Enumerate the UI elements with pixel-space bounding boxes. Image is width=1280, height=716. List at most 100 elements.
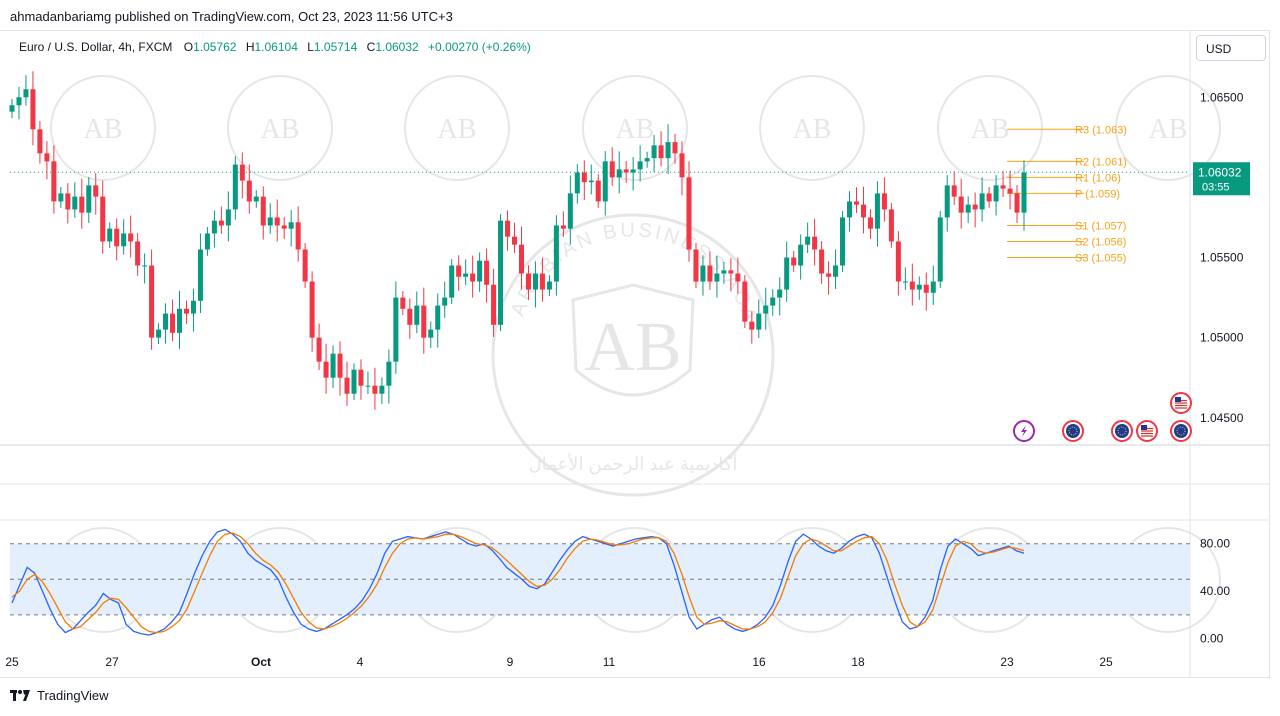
- candle-body[interactable]: [128, 233, 134, 242]
- candle-body[interactable]: [798, 244, 804, 266]
- candle-body[interactable]: [365, 385, 371, 387]
- candle-body[interactable]: [958, 196, 964, 213]
- candle-body[interactable]: [930, 281, 936, 293]
- candle-body[interactable]: [16, 97, 22, 106]
- candle-body[interactable]: [400, 297, 406, 309]
- candle-body[interactable]: [567, 193, 573, 229]
- candle-body[interactable]: [58, 193, 64, 202]
- candle-body[interactable]: [232, 164, 238, 210]
- candle-body[interactable]: [393, 297, 399, 362]
- candle-body[interactable]: [553, 225, 559, 282]
- candle-body[interactable]: [163, 313, 169, 330]
- candle-body[interactable]: [246, 180, 252, 202]
- candle-body[interactable]: [114, 228, 120, 247]
- candle-body[interactable]: [491, 284, 497, 325]
- candle-body[interactable]: [867, 217, 873, 229]
- candle-body[interactable]: [784, 257, 790, 290]
- candle-body[interactable]: [309, 281, 315, 338]
- candle-body[interactable]: [477, 260, 483, 282]
- candle-body[interactable]: [749, 321, 755, 330]
- candle-body[interactable]: [449, 265, 455, 298]
- candle-body[interactable]: [1014, 193, 1020, 213]
- candle-body[interactable]: [735, 273, 741, 282]
- candle-body[interactable]: [686, 177, 692, 250]
- candle-body[interactable]: [379, 385, 385, 394]
- candle-body[interactable]: [609, 161, 615, 178]
- candle-body[interactable]: [218, 220, 224, 226]
- candle-body[interactable]: [337, 353, 343, 378]
- candle-body[interactable]: [505, 220, 511, 237]
- candle-body[interactable]: [121, 233, 127, 247]
- eu-flag-event-icon[interactable]: [1062, 420, 1084, 442]
- candle-body[interactable]: [100, 196, 106, 242]
- candle-body[interactable]: [498, 220, 504, 325]
- candle-body[interactable]: [728, 270, 734, 274]
- candle-body[interactable]: [344, 377, 350, 394]
- candle-body[interactable]: [721, 270, 727, 274]
- candle-body[interactable]: [176, 308, 183, 333]
- candle-body[interactable]: [714, 273, 720, 282]
- candle-body[interactable]: [937, 217, 943, 282]
- lightning-event-icon[interactable]: [1013, 420, 1035, 442]
- candle-body[interactable]: [819, 249, 825, 274]
- candle-body[interactable]: [853, 201, 860, 205]
- candle-body[interactable]: [170, 313, 176, 333]
- candle-body[interactable]: [421, 305, 427, 338]
- candle-body[interactable]: [700, 265, 706, 282]
- candle-body[interactable]: [1000, 185, 1006, 189]
- eu-flag-event-icon[interactable]: [1170, 420, 1192, 442]
- candle-body[interactable]: [833, 265, 839, 277]
- candle-body[interactable]: [323, 361, 329, 378]
- candle-body[interactable]: [463, 273, 469, 277]
- candle-body[interactable]: [149, 265, 155, 338]
- candle-body[interactable]: [86, 185, 92, 213]
- candle-body[interactable]: [260, 196, 266, 226]
- candle-body[interactable]: [135, 241, 141, 266]
- candle-body[interactable]: [756, 313, 762, 330]
- candle-body[interactable]: [805, 236, 811, 245]
- candle-body[interactable]: [358, 369, 364, 386]
- candle-body[interactable]: [595, 180, 601, 202]
- candle-body[interactable]: [156, 329, 162, 338]
- candle-body[interactable]: [916, 284, 922, 290]
- candle-body[interactable]: [679, 153, 685, 178]
- candle-body[interactable]: [225, 209, 231, 226]
- candle-body[interactable]: [1007, 188, 1013, 194]
- candle-body[interactable]: [840, 217, 846, 266]
- candle-body[interactable]: [777, 289, 783, 298]
- candle-body[interactable]: [511, 236, 518, 245]
- candle-body[interactable]: [972, 204, 978, 210]
- candle-body[interactable]: [30, 89, 36, 130]
- candle-body[interactable]: [107, 228, 113, 242]
- candle-body[interactable]: [267, 217, 273, 226]
- candle-body[interactable]: [888, 209, 894, 242]
- candle-body[interactable]: [281, 225, 287, 229]
- candle-body[interactable]: [909, 281, 915, 290]
- candle-body[interactable]: [456, 265, 462, 277]
- candle-body[interactable]: [288, 222, 294, 229]
- candle-body[interactable]: [44, 153, 50, 162]
- currency-button[interactable]: USD: [1196, 35, 1266, 61]
- candle-body[interactable]: [693, 249, 699, 282]
- candle-body[interactable]: [470, 273, 476, 282]
- candle-body[interactable]: [860, 204, 866, 218]
- candle-body[interactable]: [204, 233, 210, 250]
- candle-body[interactable]: [442, 297, 448, 306]
- candle-body[interactable]: [923, 284, 929, 293]
- candle-body[interactable]: [386, 361, 392, 386]
- candle-body[interactable]: [539, 273, 545, 290]
- candle-body[interactable]: [623, 169, 629, 173]
- candle-body[interactable]: [965, 204, 971, 213]
- candle-body[interactable]: [986, 193, 992, 202]
- candle-body[interactable]: [65, 193, 71, 210]
- candle-body[interactable]: [791, 257, 797, 266]
- candle-body[interactable]: [190, 300, 196, 314]
- candle-body[interactable]: [274, 217, 280, 226]
- candle-body[interactable]: [707, 265, 713, 282]
- footer-brand[interactable]: TradingView: [10, 688, 109, 703]
- candle-body[interactable]: [79, 196, 85, 213]
- candle-body[interactable]: [414, 305, 420, 325]
- candle-body[interactable]: [23, 89, 29, 98]
- candle-body[interactable]: [253, 196, 259, 202]
